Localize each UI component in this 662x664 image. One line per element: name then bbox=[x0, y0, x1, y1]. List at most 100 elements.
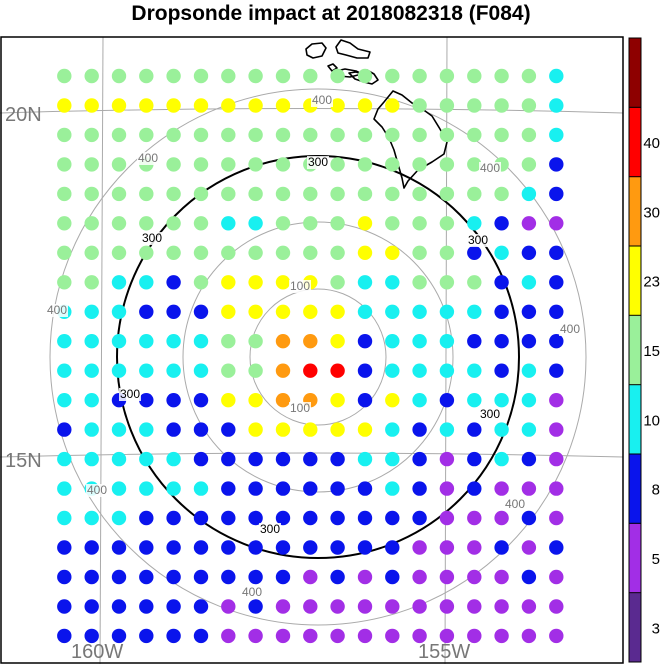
impact-dot bbox=[549, 186, 564, 202]
impact-dot bbox=[494, 304, 509, 319]
ring-label-400: 400 bbox=[312, 93, 332, 107]
impact-dot bbox=[166, 216, 181, 231]
impact-dot bbox=[439, 599, 455, 614]
coordinate-labels: 20N 15N 160W 155W bbox=[5, 104, 470, 663]
impact-dot bbox=[275, 157, 291, 172]
impact-dot bbox=[139, 245, 154, 260]
impact-dot bbox=[275, 451, 291, 467]
impact-dot bbox=[303, 451, 318, 467]
impact-dot bbox=[139, 628, 154, 644]
impact-dot bbox=[330, 98, 345, 113]
impact-dot bbox=[275, 304, 291, 319]
impact-dot bbox=[275, 127, 291, 143]
impact-dot bbox=[494, 98, 509, 113]
impact-dot bbox=[166, 334, 181, 349]
impact-dot bbox=[166, 245, 181, 260]
impact-dot bbox=[139, 216, 154, 231]
impact-dot bbox=[84, 569, 99, 585]
ring-label-background bbox=[86, 484, 108, 497]
impact-dot bbox=[549, 628, 564, 644]
impact-dot bbox=[193, 393, 209, 408]
impact-dot bbox=[385, 569, 400, 585]
impact-dot bbox=[221, 363, 236, 378]
impact-dot bbox=[467, 98, 482, 113]
impact-dot bbox=[193, 451, 209, 467]
impact-dot bbox=[248, 245, 263, 260]
ring-label-300: 300 bbox=[468, 233, 488, 247]
impact-dot bbox=[57, 363, 72, 378]
impact-dot bbox=[357, 68, 373, 84]
impact-dot bbox=[439, 186, 455, 202]
impact-dot bbox=[248, 451, 263, 467]
impact-dot bbox=[357, 127, 373, 143]
impact-dot bbox=[412, 127, 427, 143]
ring-label-300: 300 bbox=[260, 522, 280, 536]
impact-dot bbox=[494, 540, 509, 555]
impact-dot bbox=[139, 68, 154, 84]
impact-dot bbox=[412, 422, 427, 437]
ring-label-background bbox=[137, 152, 159, 165]
impact-dot bbox=[385, 363, 400, 378]
ring-label-300: 300 bbox=[308, 155, 328, 169]
impact-dot bbox=[521, 393, 537, 408]
colorbar-label-10: 10 bbox=[643, 412, 660, 429]
impact-dot bbox=[549, 599, 564, 614]
impact-dot bbox=[248, 304, 263, 319]
impact-dot bbox=[139, 186, 154, 202]
impact-dot bbox=[111, 245, 127, 260]
impact-dot bbox=[357, 275, 373, 290]
impact-dot bbox=[111, 186, 127, 202]
impact-dot bbox=[303, 540, 318, 555]
impact-dot bbox=[166, 127, 181, 143]
impact-dot bbox=[439, 363, 455, 378]
impact-dot bbox=[57, 157, 72, 172]
impact-dot bbox=[549, 363, 564, 378]
impact-dot bbox=[248, 599, 263, 614]
impact-dot bbox=[166, 157, 181, 172]
impact-dot bbox=[357, 510, 373, 526]
impact-dot bbox=[275, 393, 291, 408]
impact-dot bbox=[139, 127, 154, 143]
impact-dot bbox=[521, 481, 537, 496]
impact-dot bbox=[111, 363, 127, 378]
impact-dot bbox=[439, 334, 455, 349]
range-ring-300 bbox=[116, 155, 520, 559]
impact-dot bbox=[248, 275, 263, 290]
colorbar-label-5: 5 bbox=[652, 551, 660, 568]
island-hawaii bbox=[373, 90, 448, 189]
impact-dot bbox=[412, 216, 427, 231]
impact-dot bbox=[467, 422, 482, 437]
impact-dot bbox=[439, 68, 455, 84]
impact-dot bbox=[111, 481, 127, 496]
impact-dot bbox=[494, 275, 509, 290]
impact-dot bbox=[221, 98, 236, 113]
impact-dot bbox=[467, 275, 482, 290]
impact-dot bbox=[221, 569, 236, 585]
impact-dot bbox=[303, 510, 318, 526]
impact-dot bbox=[248, 68, 263, 84]
impact-dot bbox=[221, 422, 236, 437]
impact-dot bbox=[111, 422, 127, 437]
island-oahu bbox=[335, 39, 371, 59]
impact-dot bbox=[84, 599, 99, 614]
impact-dot bbox=[193, 186, 209, 202]
impact-dot bbox=[330, 510, 345, 526]
impact-dot bbox=[494, 393, 509, 408]
impact-dot bbox=[84, 363, 99, 378]
impact-dot bbox=[439, 275, 455, 290]
impact-dot bbox=[467, 216, 482, 231]
impact-dot bbox=[412, 98, 427, 113]
impact-dot bbox=[139, 510, 154, 526]
impact-dot bbox=[84, 216, 99, 231]
impact-dot bbox=[467, 569, 482, 585]
impact-dot bbox=[57, 481, 72, 496]
impact-dot bbox=[84, 393, 99, 408]
impact-dot bbox=[303, 127, 318, 143]
impact-dot bbox=[57, 451, 72, 467]
colorbar-segment bbox=[629, 592, 641, 663]
ring-label-400: 400 bbox=[47, 303, 67, 317]
impact-dot bbox=[221, 216, 236, 231]
impact-dot bbox=[330, 540, 345, 555]
ring-label-400: 400 bbox=[505, 497, 525, 511]
impact-dot bbox=[412, 245, 427, 260]
